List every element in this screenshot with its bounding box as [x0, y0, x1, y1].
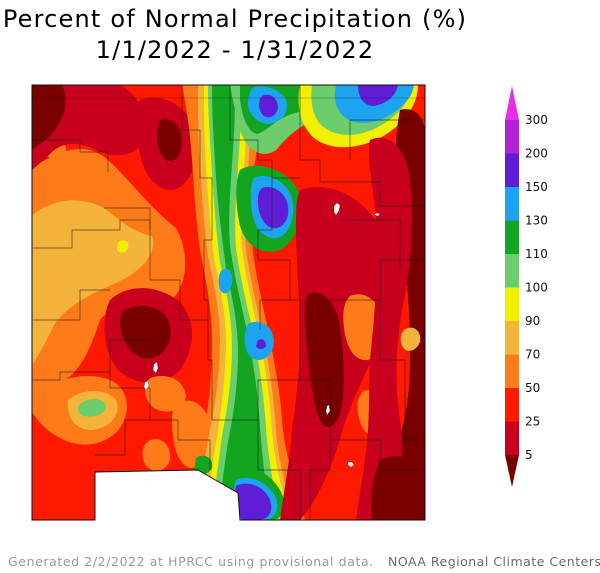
legend-swatch-200	[505, 153, 519, 187]
map-title-line1: Percent of Normal Precipitation (%)	[2, 5, 468, 33]
region-north-central-under-5-core	[157, 119, 182, 162]
region-east-yellow-spot	[400, 327, 421, 351]
region-northwest-under-5	[32, 85, 66, 150]
water-bodies	[143, 202, 381, 468]
legend-label: 5	[525, 448, 533, 462]
region-northeast-150-200	[358, 85, 398, 106]
region-southwest-110-130	[77, 398, 106, 417]
legend-swatch-50	[505, 388, 519, 422]
region-east-central-150-200	[258, 186, 289, 229]
state-boundary	[31, 84, 426, 521]
legend-label: 200	[525, 147, 548, 161]
legend-swatch-25	[505, 421, 519, 455]
legend-label: 100	[525, 281, 548, 295]
legend-swatch-70	[505, 354, 519, 388]
map-title-date-range: 1/1/2022 - 1/31/2022	[95, 36, 375, 64]
region-south-150-200	[235, 483, 272, 520]
legend-labels: 5 25 50 70 90 100 110 130 150 200 300	[525, 113, 548, 462]
county-boundaries	[32, 85, 425, 520]
region-west-central-under-5	[120, 305, 171, 359]
generated-note: Generated 2/2/2022 at HPRCC using provis…	[8, 554, 374, 569]
region-far-east-under-5	[370, 109, 425, 520]
region-north-150-200	[259, 94, 278, 118]
region-east-under-5	[304, 292, 344, 428]
legend-swatch-100	[505, 287, 519, 321]
region-southeast-under-5	[371, 456, 425, 520]
region-central-blue-2	[218, 268, 233, 294]
legend-label: 25	[525, 415, 540, 429]
legend-label: 110	[525, 247, 548, 261]
legend-label: 300	[525, 113, 548, 127]
map-title: Percent of Normal Precipitation (%) 1/1/…	[0, 4, 470, 66]
legend-swatch-5	[505, 455, 519, 487]
region-south-green-spot	[194, 455, 213, 475]
region-southwest-orange-spot	[44, 369, 61, 385]
legend-label: 90	[525, 314, 540, 328]
region-west-90-100-spot	[117, 240, 129, 253]
legend-swatch-90	[505, 321, 519, 355]
legend-colorbar	[505, 86, 519, 487]
legend-swatch-130	[505, 220, 519, 254]
legend-label: 130	[525, 214, 548, 228]
region-central-150-200	[256, 339, 266, 349]
legend-swatch-110	[505, 254, 519, 288]
legend-label: 50	[525, 381, 540, 395]
region-south-west-orange	[142, 439, 171, 471]
legend-swatch-300	[505, 120, 519, 154]
legend-label: 70	[525, 348, 540, 362]
region-southwest-orange-2	[145, 376, 186, 412]
region-far-east-5-25	[356, 137, 412, 520]
legend-label: 150	[525, 180, 548, 194]
legend-swatch-150	[505, 187, 519, 221]
region-corridor-110-130	[212, 85, 270, 520]
legend-swatch-above-300	[505, 86, 519, 120]
credit-note: NOAA Regional Climate Centers	[388, 554, 600, 569]
